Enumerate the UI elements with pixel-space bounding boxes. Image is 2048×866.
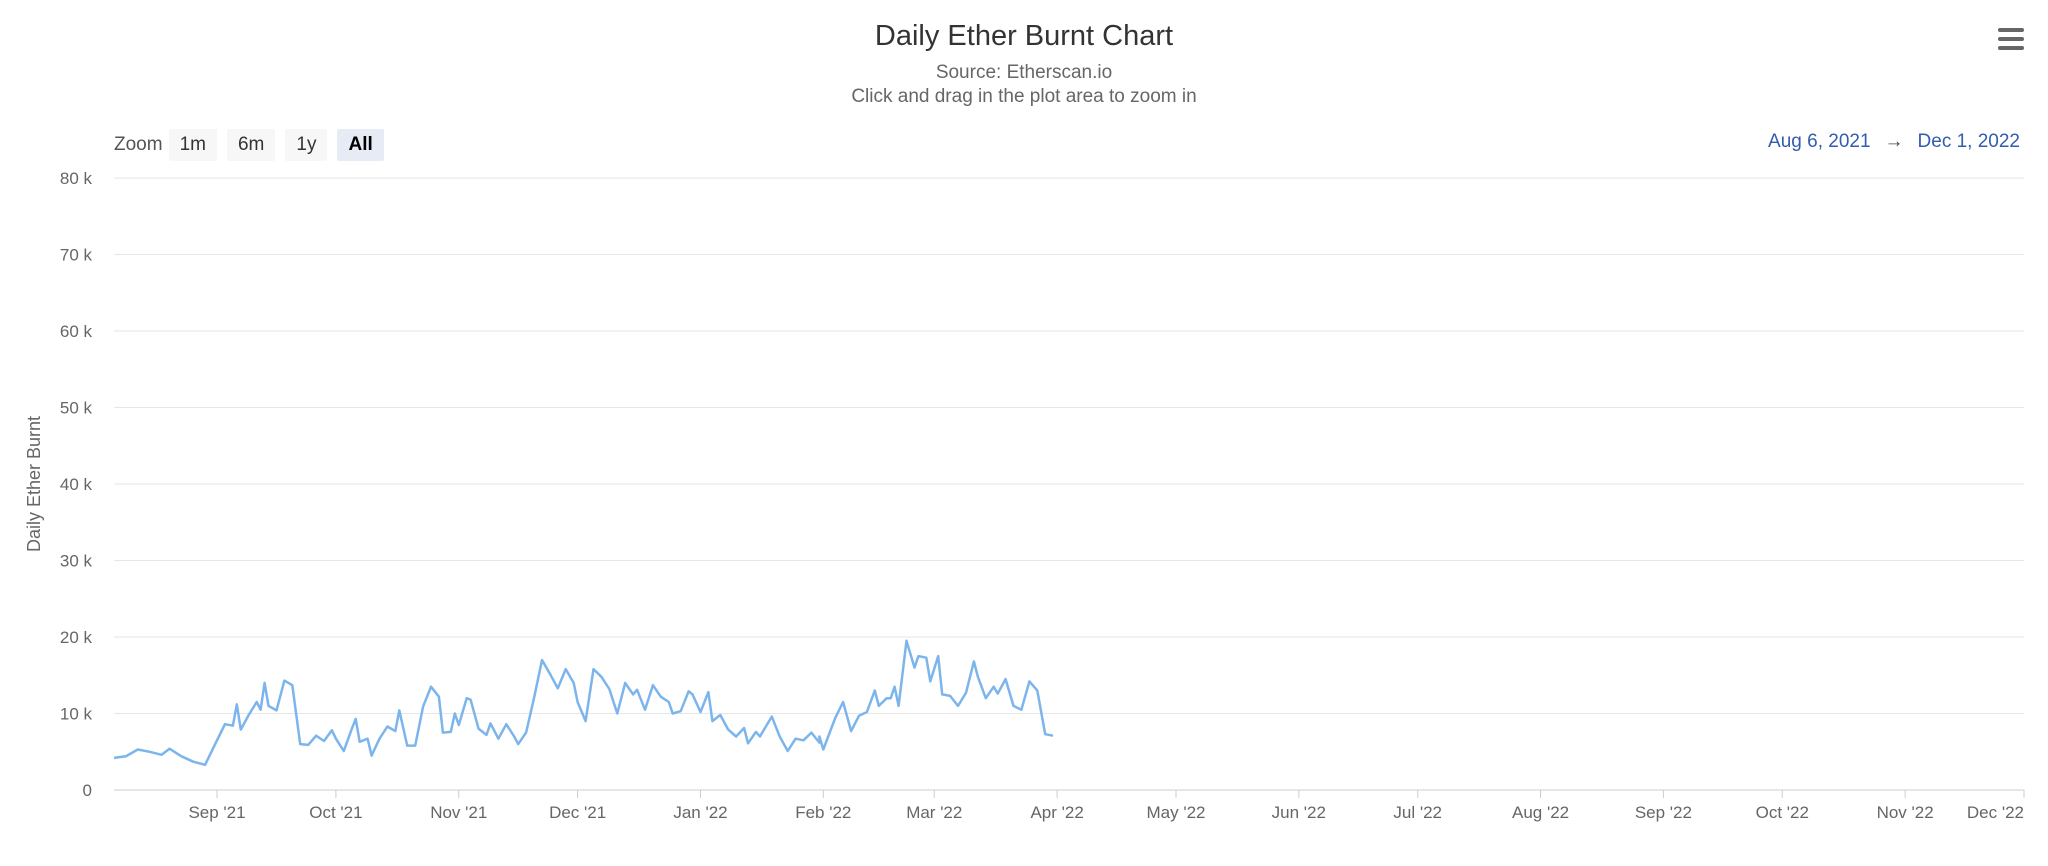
x-tick-label: Dec '21 [549,803,606,822]
x-tick-label: Sep '21 [188,803,245,822]
chart-subtitle-source: Source: Etherscan.io [935,62,1113,83]
y-axis: 0 10 k 20 k 30 k 40 k 50 k 60 k 70 k 80 k [60,169,93,800]
x-tick-label: Oct '22 [1756,803,1809,822]
y-tick-label: 70 k [60,246,93,265]
range-to-input[interactable]: Dec 1, 2022 [1917,131,2020,152]
y-tick-label: 20 k [60,628,93,647]
y-tick-label: 40 k [60,475,93,494]
x-tick-label: Sep '22 [1635,803,1692,822]
zoom-1m-button[interactable]: 1m [168,129,217,161]
y-tick-label: 30 k [60,552,93,571]
y-tick-label: 0 [83,781,92,800]
x-tick-label: Apr '22 [1030,803,1083,822]
zoom-label: Zoom [114,134,163,155]
x-axis: Sep '21 Oct '21 Nov '21 Dec '21 Jan '22 Feb '… [188,790,2025,822]
x-tick-label: Aug '22 [1512,803,1569,822]
zoom-1y-button[interactable]: 1y [285,129,328,161]
x-tick-label: Jul '22 [1393,803,1442,822]
series-line[interactable] [113,639,1054,767]
x-tick-label: Mar '22 [906,803,962,822]
x-tick-label: Nov '21 [430,803,487,822]
range-selector: Zoom 1m 6m 1y All [114,128,394,162]
y-tick-label: 10 k [60,705,93,724]
date-range-display: Aug 6, 2021 → Dec 1, 2022 [1768,131,2020,153]
hamburger-menu-icon[interactable] [1998,28,2026,54]
x-tick-label: Jun '22 [1272,803,1326,822]
chart-title: Daily Ether Burnt Chart [874,20,1174,52]
x-tick-label: Jan '22 [673,803,727,822]
y-tick-label: 50 k [60,399,93,418]
grid-lines [114,177,2024,791]
range-arrow: → [1884,131,1904,152]
y-tick-label: 80 k [60,169,93,188]
x-tick-label: Dec '22 [1967,803,2024,822]
x-tick-label: Feb '22 [795,803,851,822]
y-tick-label: 60 k [60,322,93,341]
chart-subtitle-hint: Click and drag in the plot area to zoom … [851,86,1197,107]
x-tick-label: Nov '22 [1877,803,1934,822]
x-tick-label: Oct '21 [309,803,362,822]
series-layer [113,639,1054,767]
y-axis-title: Daily Ether Burnt [24,416,44,552]
zoom-6m-button[interactable]: 6m [226,129,276,161]
zoom-all-button[interactable]: All [337,129,384,161]
range-from-input[interactable]: Aug 6, 2021 [1768,131,1871,152]
x-tick-label: May '22 [1146,803,1205,822]
